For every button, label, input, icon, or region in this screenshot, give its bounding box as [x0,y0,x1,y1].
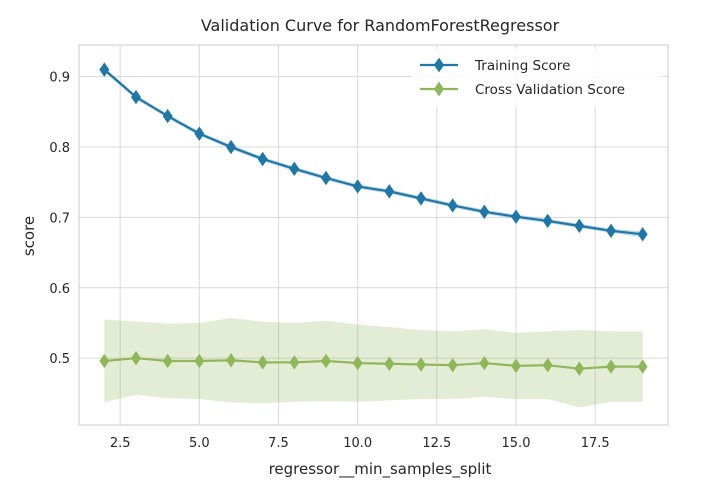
training-score-point [321,170,331,186]
training-score-point [574,218,585,234]
cross-validation-score-point [194,353,205,369]
cross-validation-score-point [606,359,616,374]
training-score-point [226,139,236,155]
legend-box [412,49,662,107]
legend-swatch-marker-training-score [433,57,445,73]
training-score-point [131,89,141,105]
x-tick-label: 5.0 [189,436,210,451]
training-score-point [162,108,173,124]
cross-validation-score-point [257,355,268,370]
plot-frame [78,44,669,426]
x-axis-label: regressor__min_samples_split [269,460,492,479]
y-tick-label: 0.9 [49,71,70,86]
x-tick-label: 7.5 [268,436,289,451]
x-tick-label: 10.0 [343,436,372,451]
cross-validation-score-point [384,356,395,371]
y-axis-label: score [20,216,38,256]
training-score-point [99,62,110,77]
y-tick-label: 0.8 [49,141,70,156]
cross-validation-score-point [352,355,363,371]
training-score-point [257,151,268,167]
cross-validation-score-point [542,357,553,373]
training-score-point [606,223,616,238]
y-tick-label: 0.5 [49,352,70,367]
training-score-point [479,204,490,219]
series-lines [103,68,643,370]
y-tick-label: 0.6 [49,282,70,297]
cross-validation-score-point [321,353,331,369]
training-score-point [416,191,426,206]
cross-validation-score-point [416,357,426,372]
training-score-line [103,68,643,236]
x-tick-label: 17.5 [581,436,610,451]
legend-label-cross-validation-score: Cross Validation Score [475,82,625,98]
cross-validation-score-point [511,358,521,374]
x-tick-label: 2.5 [110,436,131,451]
cross-validation-score-line [104,357,643,370]
x-tick-label: 12.5 [422,436,451,451]
y-tick-label: 0.7 [49,211,70,226]
cross-validation-score-point [131,350,141,366]
cross-validation-score-point [574,361,585,376]
training-score-point [289,161,300,177]
chart-title: Validation Curve for RandomForestRegress… [201,16,560,35]
cross-validation-score-point [99,353,110,369]
training-score-point [542,213,553,229]
x-tick-label: 15.0 [502,436,531,451]
cross-validation-score-point [226,353,236,368]
cross-validation-score-point [637,359,648,374]
cross-validation-score-point [447,357,458,373]
training-score-point [194,126,205,141]
training-score-point [384,184,395,199]
training-score-point [511,209,521,224]
training-score-point [352,179,363,194]
cross-validation-score-point [289,355,300,370]
training-score-point [447,198,458,213]
cross-validation-score-point [479,355,490,371]
training-score-point [637,227,648,242]
grid-lines [78,44,669,426]
series-markers [99,62,648,376]
legend-label-training-score: Training Score [474,58,570,74]
x-tick-labels: 2.5 5.0 7.5 10.0 12.5 15.0 17.5 [110,436,610,451]
y-tick-labels: 0.5 0.6 0.7 0.8 0.9 [49,71,70,367]
legend: Training Score Cross Validation Score [412,49,662,107]
legend-swatch-marker-cross-validation-score [433,81,445,97]
cross-validation-score-point [162,353,173,369]
